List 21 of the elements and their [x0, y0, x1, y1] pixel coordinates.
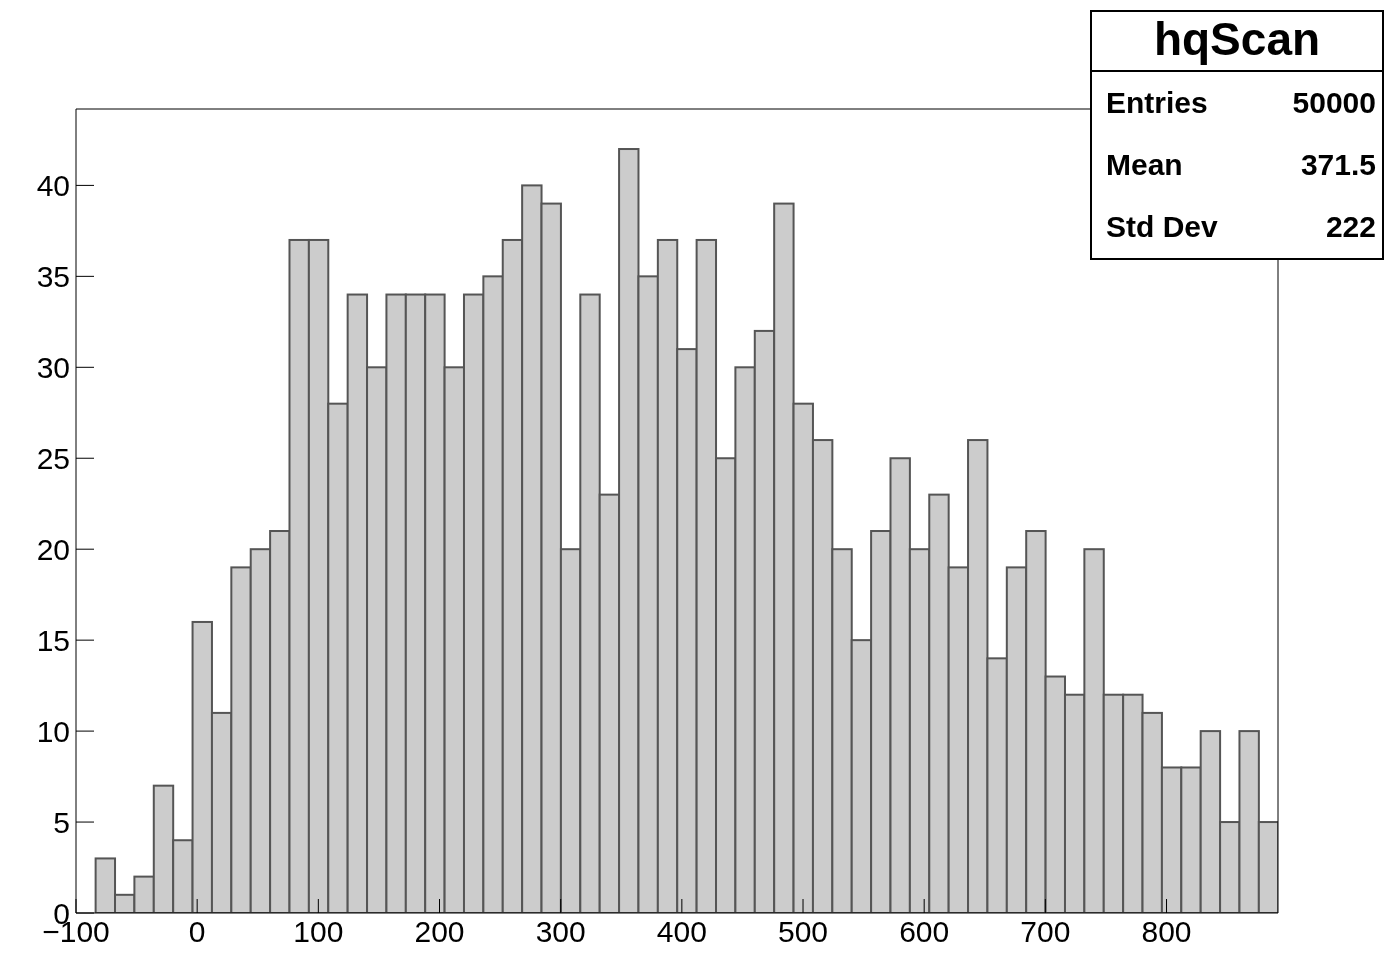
y-tick-label: 30 [36, 350, 70, 384]
x-tick-label: 600 [899, 915, 950, 949]
x-tick-label: 300 [535, 915, 586, 949]
text: Entries 50000 [1106, 86, 1376, 119]
x-tick-label: 0 [188, 915, 206, 949]
y-tick-label: 25 [36, 441, 70, 475]
x-tick-label: 100 [293, 915, 344, 949]
text: Mean 371.5 [1106, 148, 1376, 181]
x-tick-label: 700 [1020, 915, 1071, 949]
x-tick-label: 800 [1141, 915, 1192, 949]
chart-title: hqScan [1092, 12, 1382, 72]
y-tick-label: 40 [36, 169, 70, 203]
y-tick-label: 35 [36, 260, 70, 293]
x-tick-label: 500 [777, 915, 829, 949]
y-tick-label: 5 [53, 805, 70, 839]
y-tick-label: 20 [36, 532, 70, 566]
x-tick-label: 200 [414, 915, 465, 949]
text: Std Dev 222 [1106, 210, 1376, 243]
y-tick-label: 15 [36, 623, 70, 657]
x-tick-label: 400 [656, 915, 707, 949]
y-tick-label: 10 [36, 714, 70, 748]
